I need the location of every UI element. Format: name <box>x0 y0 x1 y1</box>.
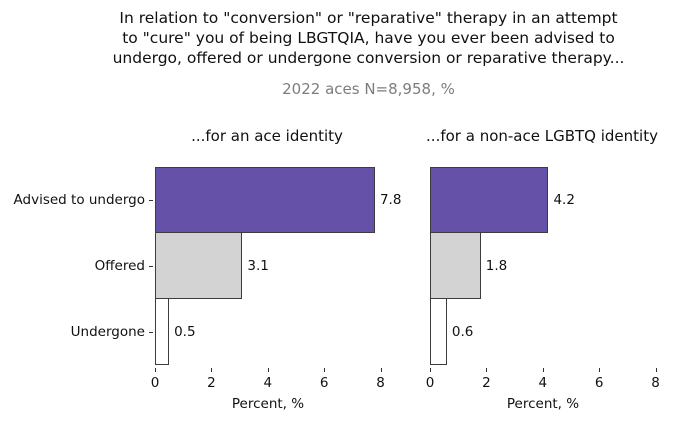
x-tick-label: 6 <box>319 375 329 391</box>
x-tick-label: 4 <box>263 375 273 391</box>
x-tick-mark <box>430 368 431 372</box>
y-axis-label-offered: Offered <box>0 233 153 299</box>
bar-advised-ace <box>155 167 375 233</box>
x-axis-label: Percent, % <box>506 396 580 412</box>
chart-title-line2: to "cure" you of being LBGTQIA, have you… <box>122 29 615 47</box>
y-axis: Advised to undergo Offered Undergone <box>0 167 153 365</box>
bar-advised-nonace <box>430 167 549 233</box>
x-tick-label: 8 <box>376 375 385 391</box>
x-tick-mark <box>324 368 326 372</box>
bar-row: 4.2 <box>430 167 670 233</box>
x-tick-mark <box>542 368 544 372</box>
y-axis-label-text: Offered <box>94 258 145 274</box>
bar-undergone-ace <box>155 298 170 365</box>
y-axis-label-text: Undergone <box>70 324 145 340</box>
x-tick-label: 2 <box>482 375 491 391</box>
bar-row: 3.1 <box>155 232 395 299</box>
x-axis-label: Percent, % <box>231 396 305 412</box>
panel-title-ace-identity: ...for an ace identity <box>191 127 343 145</box>
bar-value-label: 0.6 <box>451 324 474 340</box>
panel-non-ace-identity: 4.2 1.8 0.6 0 2 4 6 8 Percent, % <box>426 167 670 412</box>
x-tick-mark <box>655 368 657 372</box>
panel-ace-identity: 7.8 3.1 0.5 0 2 4 6 8 Percent, % <box>151 167 401 412</box>
x-tick-mark <box>267 368 269 372</box>
x-tick-label: 2 <box>207 375 216 391</box>
bar-offered-nonace <box>430 232 481 299</box>
x-tick-mark <box>155 368 156 372</box>
y-axis-label-undergone: Undergone <box>0 299 153 365</box>
bar-undergone-nonace <box>430 298 447 365</box>
x-tick-label: 0 <box>425 375 435 391</box>
bar-row: 1.8 <box>430 232 670 299</box>
bar-value-label: 4.2 <box>553 192 575 208</box>
bar-value-label: 7.8 <box>379 192 402 208</box>
bar-row: 0.6 <box>430 298 670 365</box>
chart-title-line1: In relation to "conversion" or "reparati… <box>119 9 618 27</box>
y-tick-mark <box>149 265 153 267</box>
x-tick-label: 4 <box>538 375 548 391</box>
x-tick-mark <box>380 368 382 372</box>
x-tick-mark <box>211 368 213 372</box>
chart-subtitle: 2022 aces N=8,958, % <box>282 80 455 98</box>
bar-row: 0.5 <box>155 298 395 365</box>
x-tick-label: 0 <box>150 375 160 391</box>
bar-value-label: 1.8 <box>485 258 508 274</box>
bar-offered-ace <box>155 232 243 299</box>
bar-row: 7.8 <box>155 167 401 233</box>
x-tick-label: 8 <box>651 375 660 391</box>
y-axis-label-text: Advised to undergo <box>13 192 145 208</box>
chart-title-line3: undergo, offered or undergone conversion… <box>112 49 625 67</box>
x-tick-mark <box>486 368 488 372</box>
x-tick-label: 6 <box>594 375 604 391</box>
bar-value-label: 0.5 <box>174 324 196 340</box>
panel-title-non-ace-identity: ...for a non-ace LGBTQ identity <box>426 127 658 145</box>
bar-value-label: 3.1 <box>247 258 269 274</box>
y-tick-mark <box>149 331 153 333</box>
y-axis-label-advised: Advised to undergo <box>0 167 153 233</box>
chart-title: In relation to "conversion" or "reparati… <box>55 8 682 68</box>
x-tick-mark <box>599 368 601 372</box>
y-tick-mark <box>149 199 153 201</box>
